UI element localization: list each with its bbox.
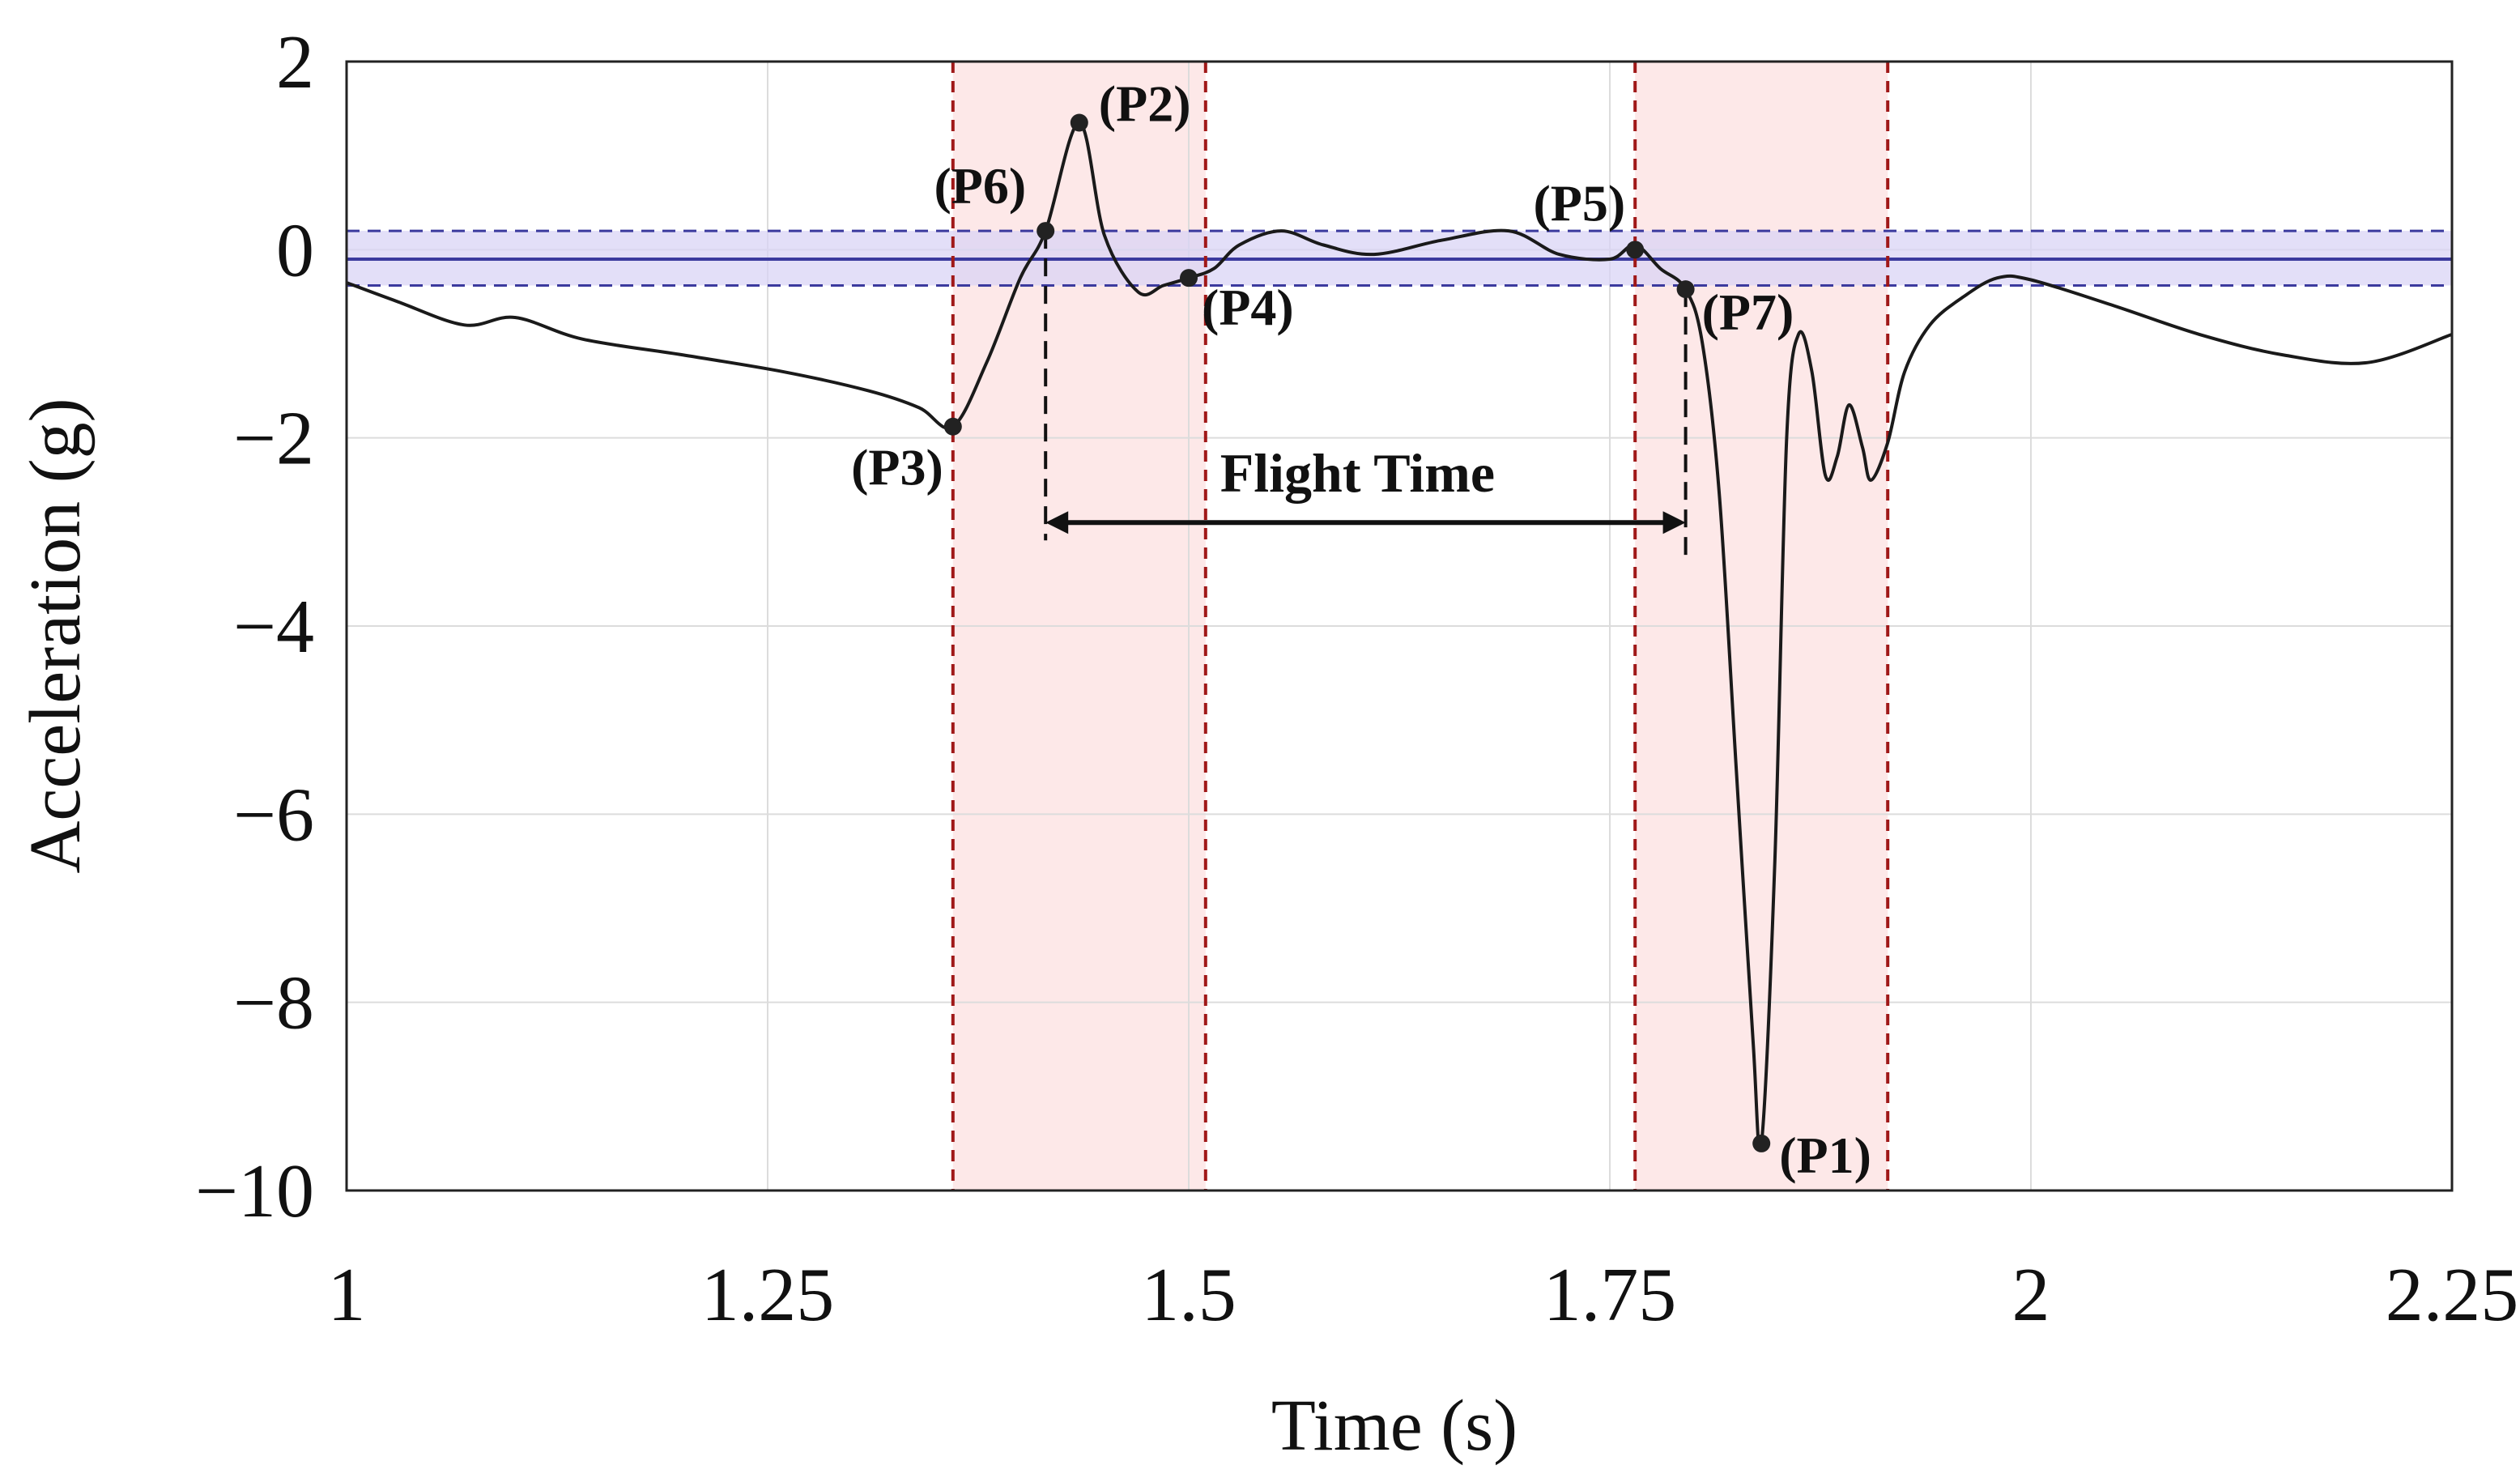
flight-time-annotation: Flight Time xyxy=(1044,231,1688,556)
y-tick-label-5: −8 xyxy=(233,961,314,1046)
point-marker-p1 xyxy=(1752,1134,1771,1152)
phase-boundaries xyxy=(951,62,1890,1190)
x-tick-label-4: 2 xyxy=(2012,1253,2050,1337)
x-tick-label-1: 1.25 xyxy=(701,1253,835,1337)
flight-time-arrow-head-right xyxy=(1662,511,1686,535)
x-tick-label-5: 2.25 xyxy=(2386,1253,2519,1337)
point-label-p6: (P6) xyxy=(934,157,1026,215)
y-tick-label-1: 0 xyxy=(276,208,314,292)
tick-labels: 1 1.25 1.5 1.75 2 2.25 2 0 −2 −4 −6 −8 −10 xyxy=(195,20,2518,1337)
point-marker-p4 xyxy=(1180,269,1198,288)
plot-frame xyxy=(345,60,2454,1192)
point-marker-p5 xyxy=(1626,241,1645,259)
point-marker-p7 xyxy=(1676,280,1695,299)
x-axis-title: Time (s) xyxy=(1271,1386,1518,1466)
point-label-p1: (P1) xyxy=(1779,1127,1871,1184)
point-label-p3: (P3) xyxy=(851,439,943,496)
x-tick-label-0: 1 xyxy=(328,1253,366,1337)
point-label-p4: (P4) xyxy=(1202,279,1294,336)
y-tick-label-4: −6 xyxy=(233,773,314,857)
point-marker-p3 xyxy=(943,417,962,436)
point-marker-p2 xyxy=(1070,113,1088,132)
plot-border xyxy=(345,60,2454,1192)
point-label-p7: (P7) xyxy=(1702,283,1794,341)
x-tick-label-3: 1.75 xyxy=(1543,1253,1677,1337)
point-label-p2: (P2) xyxy=(1099,75,1191,133)
y-tick-label-3: −4 xyxy=(233,585,314,669)
point-marker-p6 xyxy=(1037,222,1055,241)
series-line-0 xyxy=(346,121,2453,1152)
x-tick-label-2: 1.5 xyxy=(1141,1253,1237,1337)
series-group xyxy=(346,121,2453,1152)
axis-titles: Time (s) Acceleration (g) xyxy=(15,398,1518,1466)
key-points: (P1) (P2) (P3) (P4) (P5) (P6) (P7) xyxy=(851,75,1871,1184)
reference-band xyxy=(347,229,2452,287)
point-label-p5: (P5) xyxy=(1533,174,1625,232)
y-tick-label-0: 2 xyxy=(276,20,314,104)
flight-time-label: Flight Time xyxy=(1220,442,1495,504)
y-tick-label-2: −2 xyxy=(233,397,314,481)
y-tick-label-6: −10 xyxy=(195,1149,314,1233)
y-axis-title: Acceleration (g) xyxy=(15,398,96,873)
flight-time-arrow-head-left xyxy=(1045,511,1069,535)
